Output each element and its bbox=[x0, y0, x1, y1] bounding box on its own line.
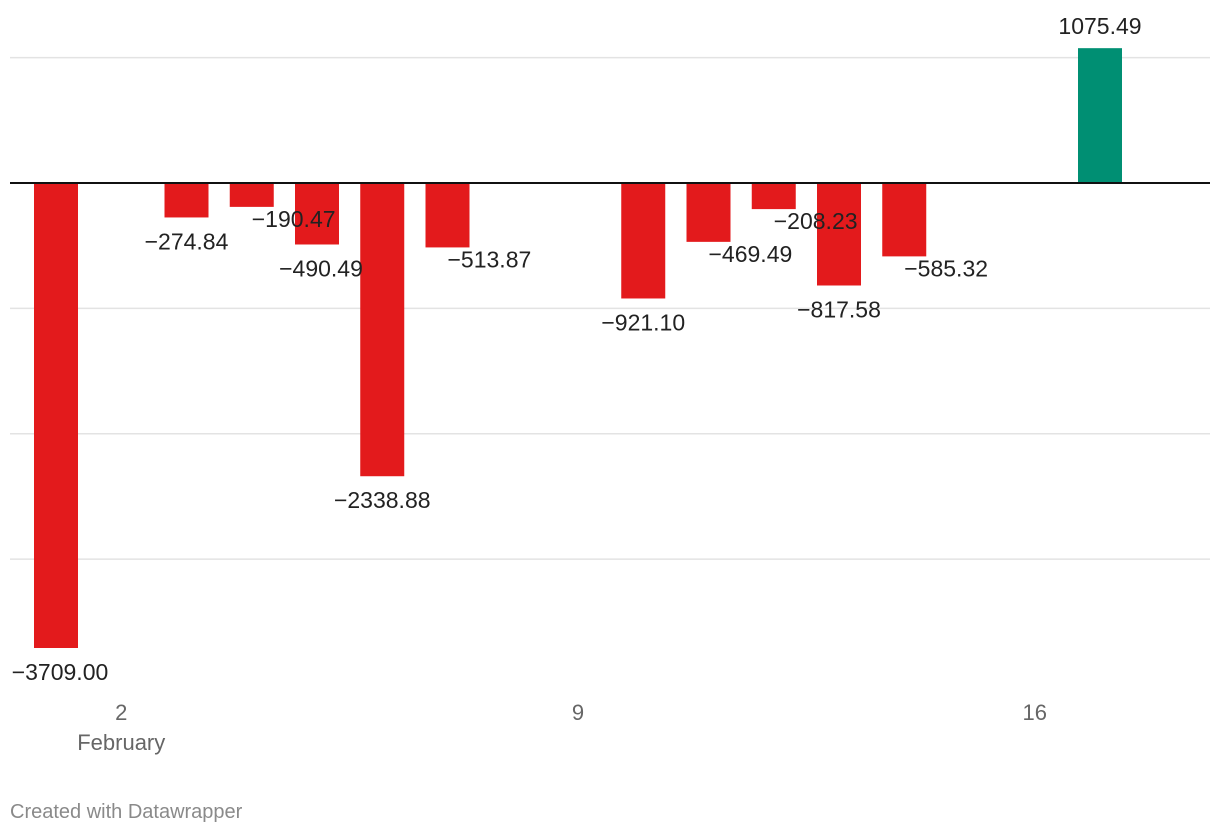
bar bbox=[34, 183, 78, 648]
bar bbox=[1078, 48, 1122, 183]
data-label: −208.23 bbox=[774, 208, 858, 234]
bar bbox=[621, 183, 665, 298]
x-tick-label: 2 bbox=[115, 700, 127, 725]
data-label: 1075.49 bbox=[1058, 13, 1141, 39]
bar bbox=[360, 183, 404, 476]
grid-lines bbox=[10, 58, 1210, 559]
bar bbox=[882, 183, 926, 256]
x-axis: 2 February 9 16 bbox=[77, 700, 1047, 755]
bar bbox=[752, 183, 796, 209]
data-label: −190.47 bbox=[252, 206, 336, 232]
bar bbox=[817, 183, 861, 286]
datawrapper-credit: Created with Datawrapper bbox=[10, 801, 242, 824]
data-label: −585.32 bbox=[904, 255, 988, 281]
data-label: −921.10 bbox=[601, 309, 685, 335]
data-label: −469.49 bbox=[709, 241, 793, 267]
x-tick-sublabel: February bbox=[77, 730, 165, 755]
data-label: −2338.88 bbox=[334, 487, 431, 513]
bar-chart: −3709.00 −274.84 −190.47 −490.49 −2338.88 −51… bbox=[0, 0, 1220, 838]
data-label: −817.58 bbox=[797, 297, 881, 323]
bar bbox=[426, 183, 470, 247]
x-tick-label: 9 bbox=[572, 700, 584, 725]
bar bbox=[165, 183, 209, 217]
data-label: −513.87 bbox=[448, 246, 532, 272]
x-tick-label: 16 bbox=[1023, 700, 1047, 725]
data-label: −274.84 bbox=[145, 228, 229, 254]
bar bbox=[687, 183, 731, 242]
data-label: −3709.00 bbox=[12, 659, 109, 685]
data-labels: −3709.00 −274.84 −190.47 −490.49 −2338.88 −51… bbox=[12, 13, 1142, 685]
bars bbox=[34, 48, 1122, 648]
bar bbox=[230, 183, 274, 207]
data-label: −490.49 bbox=[279, 255, 363, 281]
